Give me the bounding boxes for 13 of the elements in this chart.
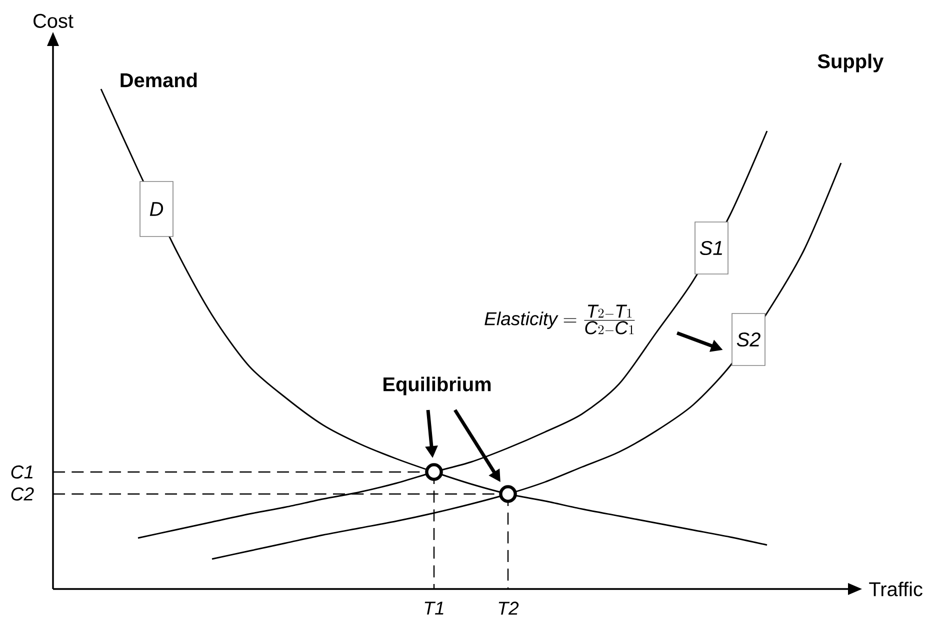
x-tick-label: T1 xyxy=(424,602,444,614)
y-axis-title: Cost xyxy=(34,14,74,28)
x-axis-title: Traffic xyxy=(869,582,922,596)
annotation: S2 xyxy=(736,332,760,347)
annotation: S1 xyxy=(700,240,722,256)
ref-line-label: C1 xyxy=(11,465,32,479)
annotation: Equilibrium xyxy=(384,376,491,396)
ref-line-label: C2 xyxy=(11,487,34,501)
text: Supply xyxy=(818,54,884,72)
annotation: D xyxy=(150,202,164,216)
text: Demand xyxy=(120,72,197,88)
annotation: $\textit{Elasticity} = \frac{\textit{T}2-\textit{T}1}{\textit{C}2-\textit{C}1}$ xyxy=(484,304,635,334)
x-tick-label: T2 xyxy=(498,602,519,615)
